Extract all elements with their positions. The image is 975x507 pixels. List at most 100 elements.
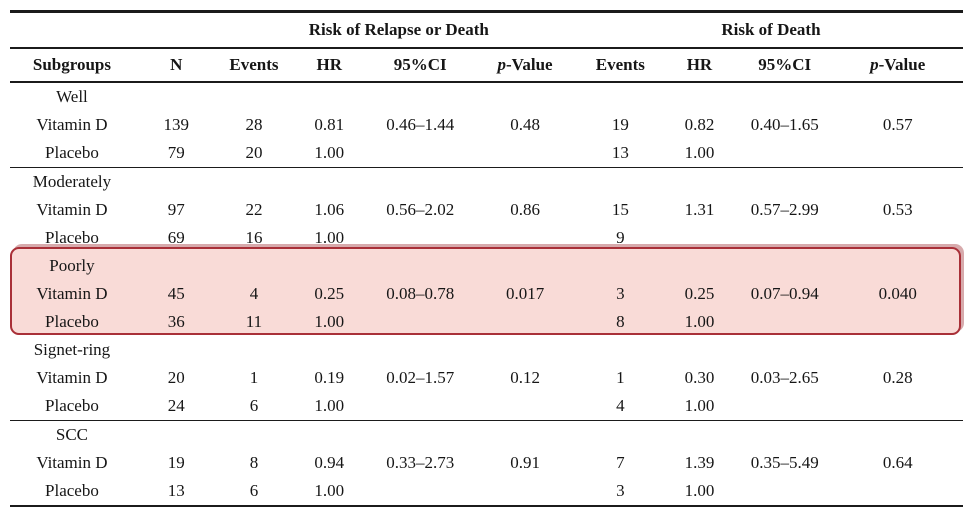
spacer-cell (134, 82, 963, 111)
spanner-row: Risk of Relapse or Death Risk of Death (10, 13, 963, 49)
data-row: Placebo 36 11 1.00 8 1.00 (10, 308, 963, 336)
highlight-fill (10, 247, 961, 335)
data-row: Vitamin D 20 1 0.19 0.02–1.57 0.12 1 0.3… (10, 364, 963, 392)
value-cell: 0.33–2.73 (386, 453, 455, 473)
value-cell: 20 (218, 139, 290, 168)
value-cell: 0.07–0.94 (750, 284, 819, 304)
results-table: Risk of Relapse or Death Risk of Death S… (10, 13, 963, 505)
spanner-relapse-header: Risk of Relapse or Death (218, 13, 579, 49)
results-table-wrap: Risk of Relapse or Death Risk of Death S… (10, 10, 963, 507)
value-cell: 0.94 (314, 453, 345, 473)
col-header-pvalue-2: p-Value (832, 48, 963, 83)
value-cell (737, 477, 832, 505)
group-moderately: Moderately Vitamin D 97 22 1.06 0.56–2.0… (10, 168, 963, 253)
value-cell: 15 (611, 200, 629, 220)
data-row: Placebo 24 6 1.00 4 1.00 (10, 392, 963, 421)
value-cell: 0.02–1.57 (386, 368, 455, 388)
col-header-ci-2: 95%CI (737, 48, 833, 83)
value-cell: 8 (616, 312, 625, 332)
value-cell (369, 477, 471, 505)
row-label-cell: SCC (55, 425, 88, 445)
value-cell: 1.00 (314, 481, 345, 501)
value-cell: 0.03–2.65 (750, 368, 819, 388)
col-header-n: N (133, 48, 219, 83)
value-cell (369, 139, 472, 168)
value-cell: 0.35–5.49 (750, 453, 819, 473)
group-poorly: Poorly Vitamin D 45 4 0.25 0.08–0.78 0.0… (10, 252, 963, 336)
row-label-cell: Vitamin D (36, 200, 108, 220)
data-row: Vitamin D 97 22 1.06 0.56–2.02 0.86 15 1… (10, 196, 963, 224)
value-cell (832, 139, 963, 168)
value-cell (369, 392, 472, 421)
col-header-subgroups: Subgroups (10, 48, 134, 83)
data-row: Vitamin D 139 28 0.81 0.46–1.44 0.48 19 … (10, 111, 963, 139)
value-cell (832, 477, 963, 505)
row-label-cell: Placebo (45, 312, 99, 332)
value-cell: 1.00 (661, 392, 738, 421)
value-cell: 36 (167, 312, 185, 332)
value-cell: 22 (245, 200, 263, 220)
spacer-cell (134, 336, 963, 364)
spacer-cell (134, 421, 963, 450)
spanner-death-header: Risk of Death (578, 13, 963, 49)
value-cell (369, 224, 471, 252)
value-cell: 4 (578, 392, 662, 421)
row-label-cell: Moderately (32, 172, 112, 192)
value-cell: 0.12 (510, 368, 540, 388)
group-well: Well Vitamin D 139 28 0.81 0.46–1.44 0.4… (10, 82, 963, 168)
row-label-cell: Vitamin D (36, 453, 108, 473)
column-header-row: Subgroups N Events HR 95%CI p-Value Even… (10, 48, 963, 83)
value-cell: 1.00 (684, 481, 715, 501)
group-label-row: Moderately (10, 168, 963, 197)
value-cell (832, 392, 963, 421)
value-cell (471, 224, 579, 252)
value-cell: 0.30 (684, 368, 715, 388)
value-cell: 0.57–2.99 (750, 200, 819, 220)
value-cell: 19 (611, 115, 629, 135)
value-cell: 3 (616, 481, 625, 501)
value-cell: 1 (616, 368, 625, 388)
data-row: Placebo 79 20 1.00 13 1.00 (10, 139, 963, 168)
value-cell: 1.00 (289, 392, 370, 421)
row-label-cell: Placebo (10, 392, 134, 421)
spacer-cell (134, 168, 963, 197)
value-cell: 1.06 (314, 200, 345, 220)
value-cell (471, 477, 579, 505)
value-cell: 0.46–1.44 (386, 115, 455, 135)
value-cell: 0.040 (878, 284, 917, 304)
value-cell: 0.53 (882, 200, 913, 220)
group-signet-ring: Signet-ring Vitamin D 20 1 0.19 0.02–1.5… (10, 336, 963, 421)
value-cell: 139 (163, 115, 190, 135)
value-cell: 19 (167, 453, 185, 473)
col-header-events-1: Events (218, 48, 290, 83)
value-cell: 1 (249, 368, 259, 388)
value-cell: 6 (249, 481, 259, 501)
value-cell: 0.25 (314, 284, 345, 304)
value-cell: 0.25 (684, 284, 715, 304)
value-cell: 45 (167, 284, 185, 304)
value-cell: 1.00 (661, 139, 738, 168)
row-label-cell: Vitamin D (36, 284, 108, 304)
value-cell: 6 (218, 392, 290, 421)
value-cell (369, 308, 471, 336)
value-cell: 0.91 (510, 453, 540, 473)
value-cell: 0.017 (505, 284, 545, 304)
value-cell: 1.00 (314, 312, 345, 332)
row-label-cell: Placebo (45, 481, 99, 501)
spanner-empty-cell (10, 13, 219, 49)
value-cell: 1.00 (289, 139, 370, 168)
value-cell: 0.86 (510, 200, 540, 220)
value-cell: 0.81 (314, 115, 345, 135)
value-cell: 0.28 (882, 368, 913, 388)
value-cell: 7 (616, 453, 625, 473)
value-cell: 1.00 (314, 228, 345, 248)
group-label-row: Well (10, 82, 963, 111)
data-row: Placebo 69 16 1.00 9 (10, 224, 963, 252)
value-cell: 97 (167, 200, 185, 220)
row-label-cell: Signet-ring (33, 340, 111, 360)
value-cell: 0.48 (510, 115, 540, 135)
value-cell (737, 308, 832, 336)
spacer-cell (134, 252, 963, 280)
row-label-cell: Placebo (10, 139, 134, 168)
